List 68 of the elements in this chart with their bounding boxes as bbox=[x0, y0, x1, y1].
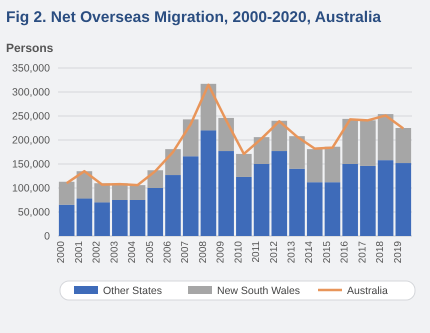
bar bbox=[165, 175, 181, 236]
bar bbox=[306, 182, 323, 236]
x-tick-label: 2012 bbox=[268, 240, 280, 264]
x-tick-label: 2004 bbox=[127, 240, 138, 264]
bar bbox=[378, 160, 394, 236]
x-tick-label: 2005 bbox=[144, 240, 156, 264]
x-tick-label: 2018 bbox=[375, 240, 386, 264]
bar bbox=[236, 154, 252, 177]
bar bbox=[94, 202, 110, 236]
x-tick-label: 2003 bbox=[109, 240, 120, 264]
bar bbox=[94, 183, 110, 202]
bar bbox=[130, 200, 146, 236]
bar bbox=[112, 200, 128, 236]
chart-title: Fig 2. Net Overseas Migration, 2000-2020, Australia bbox=[6, 9, 382, 26]
y-tick-label: 200,000 bbox=[12, 134, 50, 146]
bar bbox=[289, 136, 305, 169]
line-series bbox=[65, 84, 405, 186]
bar bbox=[342, 164, 358, 236]
bar bbox=[200, 130, 216, 236]
bar bbox=[182, 156, 198, 236]
x-tick-label: 2007 bbox=[180, 240, 192, 264]
x-tick-label: 2011 bbox=[251, 240, 262, 263]
bar bbox=[396, 163, 412, 236]
x-tick-label: 2006 bbox=[162, 240, 174, 264]
bar bbox=[396, 128, 412, 164]
x-tick-label: 2013 bbox=[286, 240, 298, 264]
bar bbox=[324, 146, 340, 182]
bar bbox=[76, 198, 92, 236]
y-tick-label: 350,000 bbox=[12, 62, 50, 74]
bar bbox=[58, 204, 74, 236]
bar bbox=[130, 185, 146, 200]
y-tick-label: 0 bbox=[44, 230, 50, 242]
bar bbox=[324, 182, 340, 236]
y-axis-title: Persons bbox=[6, 41, 54, 55]
x-tick-label: 2009 bbox=[216, 240, 227, 264]
legend-label: New South Wales bbox=[217, 285, 300, 297]
bar bbox=[165, 149, 181, 176]
bar bbox=[218, 151, 234, 236]
legend-label: Australia bbox=[347, 285, 388, 297]
x-tick-label: 2010 bbox=[233, 240, 244, 264]
x-tick-label: 2014 bbox=[304, 240, 316, 264]
bar bbox=[306, 149, 323, 182]
bar bbox=[378, 114, 394, 160]
x-tick-label: 2002 bbox=[92, 240, 103, 264]
x-tick-label: 2017 bbox=[357, 240, 368, 264]
bar bbox=[272, 151, 288, 236]
y-tick-label: 300,000 bbox=[12, 86, 50, 98]
bar bbox=[236, 176, 252, 236]
x-tick-label: 2008 bbox=[198, 240, 209, 264]
bar bbox=[342, 118, 358, 164]
bar bbox=[58, 182, 74, 205]
y-tick-label: 250,000 bbox=[12, 110, 50, 122]
bar bbox=[360, 120, 376, 166]
x-tick-label: 2000 bbox=[56, 240, 68, 264]
legend-label: Other States bbox=[103, 285, 162, 297]
x-tick-label: 2016 bbox=[340, 240, 351, 264]
x-tick-label: 2001 bbox=[74, 240, 85, 264]
bar bbox=[254, 137, 270, 164]
y-tick-label: 150,000 bbox=[12, 158, 50, 170]
y-tick-label: 50,000 bbox=[18, 206, 50, 218]
x-tick-label: 2019 bbox=[392, 240, 404, 264]
bar bbox=[289, 168, 305, 236]
x-tick-label: 2015 bbox=[322, 240, 333, 264]
bar bbox=[147, 188, 164, 236]
y-tick-label: 100,000 bbox=[12, 182, 50, 194]
bar bbox=[254, 164, 270, 236]
bar bbox=[182, 119, 198, 156]
bar bbox=[360, 166, 376, 236]
